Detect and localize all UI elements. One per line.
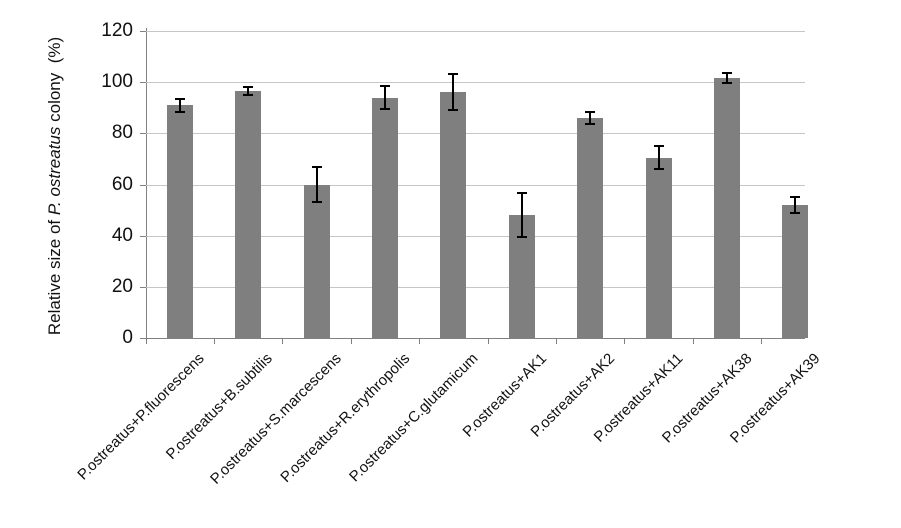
error-bar-cap-top [653, 145, 664, 148]
x-tick [146, 339, 147, 344]
x-tick [624, 339, 625, 344]
error-bar-cap-top [516, 192, 527, 195]
x-axis-label: P.ostreatus+S.marcescens [206, 350, 345, 488]
y-tick [140, 236, 146, 237]
error-bar-cap-bottom [243, 93, 254, 96]
error-bar [383, 86, 386, 110]
y-tick-label: 0 [122, 327, 133, 348]
error-bar-cap-bottom [585, 123, 596, 126]
gridline [146, 287, 805, 288]
x-axis-label: P.ostreatus+R.erythropolis [276, 350, 413, 486]
gridline [146, 133, 805, 134]
error-bar-cap-bottom [174, 110, 185, 113]
y-tick-label: 20 [111, 276, 133, 297]
bar [371, 97, 398, 338]
bar [713, 78, 740, 338]
error-bar [452, 74, 455, 111]
x-tick [693, 339, 694, 344]
y-axis-title-prefix: Relative size of [45, 215, 64, 336]
error-bar [520, 193, 523, 237]
error-bar [794, 197, 797, 213]
error-bar-cap-top [585, 110, 596, 113]
gridline [146, 236, 805, 237]
error-bar [657, 146, 660, 170]
error-bar-cap-bottom [448, 109, 459, 112]
y-tick [140, 287, 146, 288]
bar [645, 157, 672, 338]
error-bar-cap-top [311, 165, 322, 168]
error-bar-cap-bottom [311, 201, 322, 204]
x-axis-line [140, 338, 805, 339]
error-bar-cap-top [379, 85, 390, 87]
y-tick-label: 40 [111, 225, 133, 246]
y-tick [140, 31, 146, 32]
x-tick [282, 339, 283, 344]
error-bar [178, 98, 181, 112]
y-tick [140, 338, 146, 339]
error-bar-cap-top [448, 73, 459, 76]
x-tick [488, 339, 489, 344]
bar [235, 91, 262, 338]
error-bar-cap-top [790, 196, 801, 199]
error-bar [589, 111, 592, 125]
x-axis-label: P.ostreatus+P.fluorescens [74, 350, 208, 484]
error-bar-cap-bottom [653, 168, 664, 171]
gridline [146, 31, 805, 32]
y-tick-label: 120 [101, 20, 133, 41]
x-tick [214, 339, 215, 344]
y-tick-label: 80 [111, 122, 133, 143]
y-tick [140, 185, 146, 186]
x-tick [419, 339, 420, 344]
bar [303, 184, 330, 338]
y-axis-title-species: P. ostreatus [45, 126, 64, 216]
error-bar-cap-bottom [516, 235, 527, 238]
y-axis-title-suffix: colony (%) [45, 36, 64, 127]
bar [782, 204, 809, 338]
y-axis-title: Relative size of P. ostreatus colony (%) [45, 37, 65, 335]
x-tick [761, 339, 762, 344]
gridline [146, 185, 805, 186]
bar [577, 117, 604, 338]
error-bar-cap-top [721, 72, 732, 75]
error-bar-cap-top [174, 97, 185, 100]
y-tick [140, 133, 146, 134]
y-tick [140, 82, 146, 83]
gridline [146, 82, 805, 83]
y-tick-label: 60 [111, 174, 133, 195]
x-tick [556, 339, 557, 344]
error-bar [247, 87, 250, 95]
bar [440, 92, 467, 338]
error-bar-cap-bottom [379, 108, 390, 111]
error-bar-cap-top [243, 86, 254, 89]
x-axis-label: P.ostreatus+C.glutamicum [345, 350, 482, 486]
bar [166, 105, 193, 338]
error-bar-cap-bottom [721, 82, 732, 85]
x-tick [351, 339, 352, 344]
error-bar [725, 73, 728, 84]
error-bar-cap-bottom [790, 211, 801, 214]
error-bar [315, 166, 318, 203]
y-tick-label: 100 [101, 71, 133, 92]
